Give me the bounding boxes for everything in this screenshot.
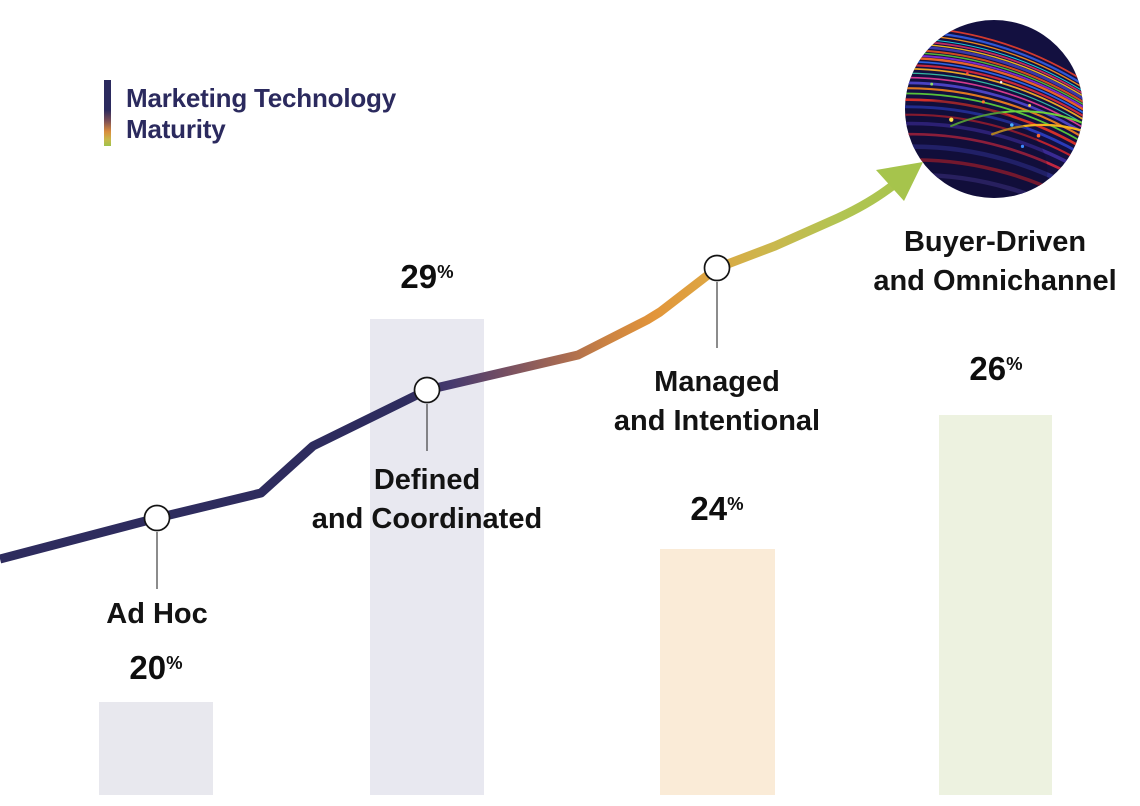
stage-label-buyer-driven: Buyer-Driven and Omnichannel bbox=[873, 226, 1117, 297]
arrow-icon bbox=[876, 162, 923, 201]
percent-sign: % bbox=[727, 493, 744, 515]
legend-gradient-bar bbox=[104, 80, 111, 146]
stage-value-ad-hoc: 20% bbox=[129, 649, 183, 686]
leader-lines bbox=[156, 282, 718, 589]
stage-label-managed-intentional: Managed and Intentional bbox=[613, 366, 821, 437]
stage-markers bbox=[143, 254, 731, 532]
chart-title-line2: Maturity bbox=[126, 114, 226, 144]
fiber-optics-photo bbox=[905, 20, 1083, 198]
stage-value-managed-intentional: 24% bbox=[690, 490, 744, 527]
marker-defined-coordinated bbox=[413, 376, 441, 404]
bar-buyer-driven bbox=[939, 415, 1052, 795]
percent-sign: % bbox=[1006, 353, 1023, 375]
percent-sign: % bbox=[437, 261, 454, 283]
chart-title-line1: Marketing Technology bbox=[126, 83, 396, 113]
stage-value-defined-coordinated: 29% bbox=[400, 258, 454, 295]
chart-title: Marketing Technology Maturity bbox=[126, 83, 396, 145]
bar-ad-hoc bbox=[99, 702, 213, 795]
marker-managed-intentional bbox=[703, 254, 731, 282]
stage-label-ad-hoc: Ad Hoc bbox=[106, 598, 208, 630]
percent-sign: % bbox=[166, 652, 183, 674]
maturity-line bbox=[0, 179, 899, 564]
bar-managed-intentional bbox=[660, 549, 775, 795]
stage-value-buyer-driven: 26% bbox=[969, 350, 1023, 387]
fiber-glow-dots bbox=[930, 72, 1041, 148]
marker-ad-hoc bbox=[143, 504, 171, 532]
stage-label-defined-coordinated: Defined and Coordinated bbox=[311, 464, 543, 535]
